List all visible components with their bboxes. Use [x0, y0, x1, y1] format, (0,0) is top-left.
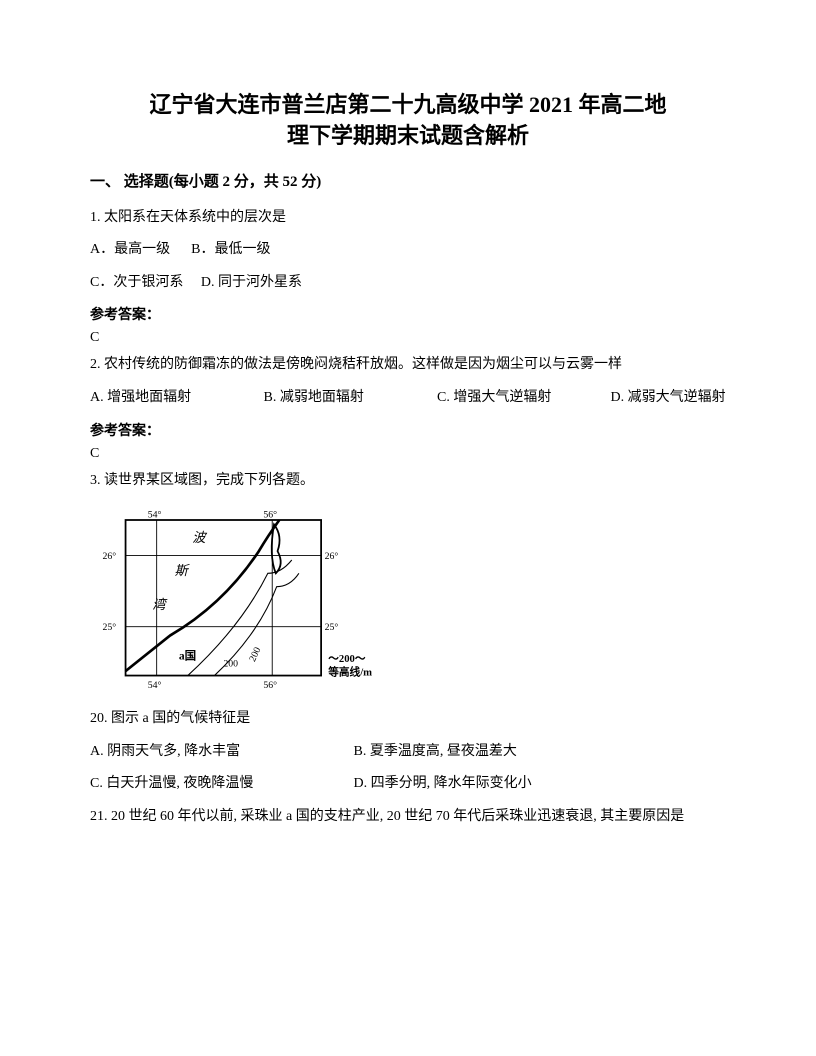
- q1-optC: C．次于银河系: [90, 275, 183, 290]
- region-map: 200200波斯湾a国54°56°54°56°26°26°25°25°～200～…: [90, 500, 410, 700]
- svg-text:56°: 56°: [263, 680, 277, 691]
- title-line2: 理下学期期末试题含解析: [287, 123, 529, 148]
- q3-20-stem: 20. 图示 a 国的气候特征是: [90, 706, 726, 733]
- q3-20-optB: B. 夏季温度高, 昼夜温差大: [354, 744, 517, 759]
- svg-text:56°: 56°: [263, 509, 277, 520]
- q3-20-optA: A. 阴雨天气多, 降水丰富: [90, 739, 350, 766]
- svg-text:26°: 26°: [325, 551, 339, 562]
- svg-text:200: 200: [223, 659, 238, 670]
- q3-21-stem: 21. 20 世纪 60 年代以前, 采珠业 a 国的支柱产业, 20 世纪 7…: [90, 804, 726, 831]
- q2-ans: C: [90, 446, 726, 462]
- q2-optC: C. 增强大气逆辐射: [437, 385, 607, 412]
- q2-ans-label: 参考答案：: [90, 420, 726, 440]
- map-figure: 200200波斯湾a国54°56°54°56°26°26°25°25°～200～…: [90, 500, 726, 700]
- svg-text:～200～: ～200～: [328, 654, 366, 665]
- q3-20-row2: C. 白天升温慢, 夜晚降温慢 D. 四季分明, 降水年际变化小: [90, 771, 726, 798]
- svg-text:54°: 54°: [148, 680, 162, 691]
- svg-text:25°: 25°: [102, 622, 116, 633]
- q1-optA: A．最高一级: [90, 242, 170, 257]
- q2-stem: 2. 农村传统的防御霜冻的做法是傍晚闷烧秸秆放烟。这样做是因为烟尘可以与云雾一样: [90, 352, 726, 379]
- q1-opts-row1: A．最高一级 B．最低一级: [90, 237, 726, 264]
- q1-optD: D. 同于河外星系: [201, 275, 302, 290]
- q3-20-optD: D. 四季分明, 降水年际变化小: [354, 776, 532, 791]
- q2-opts: A. 增强地面辐射 B. 减弱地面辐射 C. 增强大气逆辐射 D. 减弱大气逆辐…: [90, 385, 726, 412]
- q1-opts-row2: C．次于银河系 D. 同于河外星系: [90, 270, 726, 297]
- svg-text:54°: 54°: [148, 509, 162, 520]
- q2-optB: B. 减弱地面辐射: [264, 385, 434, 412]
- svg-text:a国: a国: [179, 649, 196, 663]
- q2-optA: A. 增强地面辐射: [90, 385, 260, 412]
- q3-intro: 3. 读世界某区域图，完成下列各题。: [90, 468, 726, 495]
- svg-text:等高线/m: 等高线/m: [327, 666, 372, 679]
- q1-ans-label: 参考答案：: [90, 304, 726, 324]
- title-line1: 辽宁省大连市普兰店第二十九高级中学 2021 年高二地: [149, 92, 666, 117]
- svg-text:25°: 25°: [325, 622, 339, 633]
- q2-optD: D. 减弱大气逆辐射: [611, 385, 726, 412]
- svg-text:26°: 26°: [102, 551, 116, 562]
- q3-20-optC: C. 白天升温慢, 夜晚降温慢: [90, 771, 350, 798]
- q1-stem: 1. 太阳系在天体系统中的层次是: [90, 205, 726, 232]
- q1-ans: C: [90, 330, 726, 346]
- q3-20-row1: A. 阴雨天气多, 降水丰富 B. 夏季温度高, 昼夜温差大: [90, 739, 726, 766]
- section-heading: 一、 选择题(每小题 2 分，共 52 分): [90, 170, 726, 191]
- page-title: 辽宁省大连市普兰店第二十九高级中学 2021 年高二地 理下学期期末试题含解析: [90, 90, 726, 152]
- q1-optB: B．最低一级: [191, 242, 270, 257]
